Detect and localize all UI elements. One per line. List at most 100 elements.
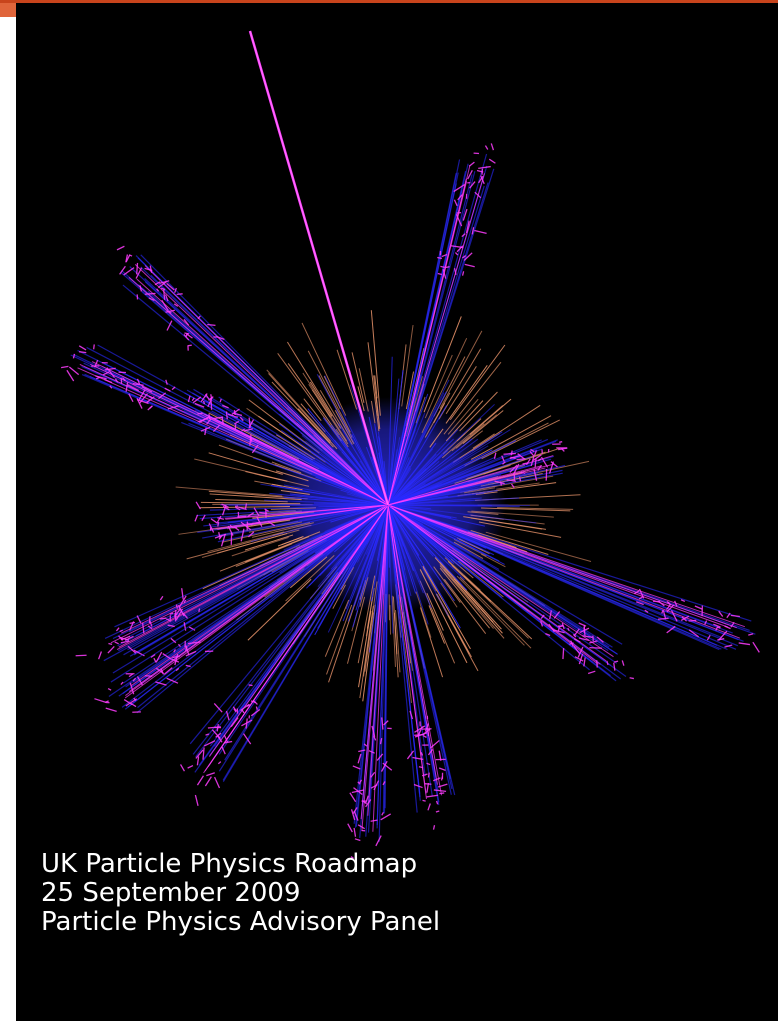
- energy-deposit: [302, 372, 348, 442]
- track-line: [387, 429, 459, 506]
- jet-shower: [175, 667, 180, 672]
- energy-deposit: [452, 404, 541, 463]
- energy-deposit: [455, 414, 498, 449]
- energy-deposit: [221, 522, 310, 543]
- jet-track: [387, 467, 546, 506]
- jet-shower: [119, 265, 126, 275]
- jet-shower: [471, 227, 475, 235]
- jet-track: [387, 504, 739, 647]
- jet-shower: [441, 253, 448, 258]
- jet-shower: [245, 718, 248, 729]
- energy-deposit: [481, 419, 561, 460]
- jet-shower: [589, 647, 602, 649]
- jet-track: [128, 504, 389, 692]
- jet-shower: [748, 633, 754, 636]
- jet-track: [124, 504, 389, 710]
- track-line: [316, 374, 389, 506]
- jet-shower: [247, 531, 255, 538]
- jet-shower: [437, 272, 443, 276]
- jet-shower: [166, 320, 173, 331]
- jet-shower: [155, 651, 163, 663]
- jet-shower: [582, 635, 593, 638]
- jet-shower: [606, 660, 609, 666]
- jet-track: [81, 374, 389, 506]
- jet-shower: [125, 254, 131, 263]
- jet-shower: [123, 267, 135, 276]
- track-line: [387, 370, 404, 506]
- jet-track: [355, 504, 389, 827]
- jet-shower: [409, 710, 414, 720]
- track-line: [347, 504, 389, 622]
- jet-track: [217, 504, 389, 530]
- jet-shower: [717, 637, 725, 641]
- jet-shower: [136, 262, 139, 275]
- energy-deposit: [401, 324, 414, 407]
- jet-shower: [726, 612, 731, 619]
- jet-shower: [370, 819, 378, 822]
- energy-deposit: [434, 557, 494, 623]
- jet-shower: [149, 405, 153, 409]
- jet-shower: [561, 622, 565, 630]
- jet-track: [387, 504, 438, 785]
- track-line: [387, 439, 517, 506]
- jet-shower: [156, 288, 160, 292]
- jet-shower: [427, 772, 430, 778]
- jet-shower: [109, 385, 113, 389]
- jet-track: [387, 504, 752, 622]
- jet-shower: [457, 194, 463, 201]
- energy-deposit: [332, 584, 346, 609]
- jet-shower: [198, 608, 201, 613]
- energy-deposit: [427, 600, 456, 664]
- jet-shower: [253, 507, 260, 517]
- jet-shower: [558, 624, 564, 628]
- energy-deposit: [235, 543, 293, 567]
- track-line: [346, 493, 389, 506]
- jet-shower: [127, 645, 137, 654]
- jet-shower: [225, 710, 230, 721]
- jet-shower: [373, 735, 377, 741]
- jet-shower: [379, 737, 383, 745]
- jet-shower: [138, 389, 146, 401]
- energy-deposit: [319, 389, 353, 445]
- energy-deposit: [244, 534, 294, 551]
- energy-deposit: [433, 566, 461, 603]
- jet-shower: [365, 799, 372, 808]
- jet-shower: [694, 605, 703, 610]
- left-margin: [0, 3, 16, 1021]
- jet-shower: [347, 823, 353, 833]
- jet-shower: [357, 824, 366, 830]
- jet-shower: [211, 729, 221, 740]
- energy-deposit: [429, 428, 444, 448]
- jet-shower: [72, 353, 76, 359]
- energy-deposit: [357, 575, 376, 664]
- jet-shower: [183, 334, 190, 341]
- jet-shower: [414, 725, 426, 733]
- energy-deposit: [439, 567, 490, 629]
- jet-shower: [510, 483, 515, 488]
- jet-track: [134, 264, 389, 506]
- track-line: [387, 504, 537, 524]
- energy-deposit: [405, 371, 415, 410]
- jet-shower: [438, 767, 446, 771]
- jet-shower: [578, 653, 584, 665]
- jet-shower: [469, 181, 476, 189]
- jet-shower: [715, 626, 719, 631]
- jet-shower: [108, 642, 113, 646]
- jet-shower: [218, 531, 221, 539]
- energy-deposit: [443, 361, 502, 435]
- energy-deposit: [449, 344, 506, 421]
- track-line: [387, 379, 450, 506]
- jet-shower: [583, 657, 586, 667]
- jet-track: [136, 278, 389, 506]
- jet-shower: [153, 657, 157, 663]
- track-line: [387, 450, 448, 506]
- track-line: [387, 497, 520, 506]
- jet-track: [387, 448, 543, 506]
- jet-shower: [540, 620, 544, 627]
- track-line: [279, 423, 389, 506]
- jet-shower: [363, 743, 368, 747]
- jet-shower: [613, 660, 619, 663]
- jet-shower: [238, 506, 247, 511]
- jet-shower: [248, 684, 253, 687]
- energy-deposit: [443, 569, 505, 639]
